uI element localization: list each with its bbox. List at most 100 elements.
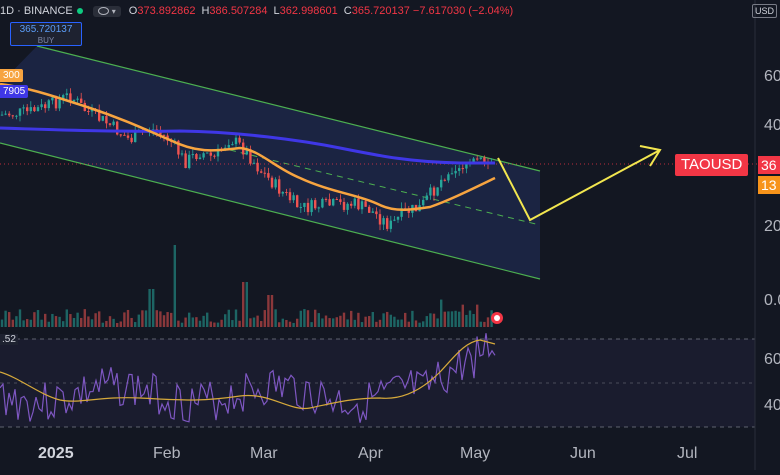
candlesticks — [0, 88, 493, 233]
candle-body — [461, 168, 464, 170]
volume-bar — [378, 319, 382, 327]
chart-header: 1D · BINANCE ▾ O 373.892862 H 386.507284 L… — [0, 3, 519, 19]
candle-body — [335, 199, 338, 201]
volume-bar — [288, 321, 292, 327]
candle-body — [54, 97, 58, 109]
currency-selector[interactable]: USD — [751, 4, 777, 18]
ema-long-line — [0, 126, 495, 165]
volume-bar — [101, 322, 104, 327]
volume-bar — [29, 319, 32, 327]
channel-mid-dashed-line — [229, 149, 541, 226]
volume-bar — [159, 311, 162, 327]
candle-body — [350, 203, 353, 206]
volume-bar — [123, 312, 126, 327]
candle-body — [306, 202, 310, 213]
close-key: C — [343, 5, 352, 17]
volume-bar — [105, 320, 108, 327]
high-key: H — [201, 5, 210, 17]
volume-bar — [26, 319, 29, 327]
volume-bar — [18, 309, 22, 327]
candle-body — [346, 203, 349, 210]
volume-bar — [465, 314, 468, 327]
volume-bar — [15, 316, 18, 327]
volume-bar — [314, 309, 317, 327]
candle-body — [213, 155, 216, 157]
visibility-toggle[interactable]: ▾ — [92, 5, 121, 17]
volume-bar — [11, 319, 14, 327]
volume-bar — [134, 322, 137, 327]
volume-bar — [170, 312, 173, 327]
candle-body — [458, 168, 461, 171]
volume-bar — [44, 313, 47, 327]
volume-bar — [72, 317, 76, 327]
x-tick-feb: Feb — [153, 445, 181, 462]
rsi-ma-line — [0, 339, 496, 410]
candle-body — [44, 104, 47, 109]
eye-icon — [97, 7, 109, 15]
candle-body — [479, 157, 482, 159]
candle-body — [90, 108, 94, 112]
candle-body — [436, 187, 439, 196]
candle-body — [116, 121, 119, 135]
interval-exchange-label[interactable]: 1D · BINANCE — [0, 5, 73, 17]
candle-body — [389, 220, 392, 229]
candle-body — [36, 107, 40, 112]
volume-bar — [148, 289, 151, 327]
candle-body — [278, 179, 281, 194]
candle-body — [256, 162, 259, 172]
volume-bar — [249, 318, 252, 327]
volume-bar — [33, 312, 36, 327]
candle-body — [177, 140, 180, 155]
volume-bar — [116, 322, 119, 327]
volume-bar — [40, 319, 43, 327]
high-value: 386.507284 — [209, 5, 268, 17]
candle-body — [119, 134, 122, 136]
candle-body — [69, 93, 72, 102]
candle-body — [317, 207, 320, 209]
x-tick-may: May — [460, 445, 491, 462]
volume-bar — [231, 320, 234, 327]
volume-bar — [389, 314, 392, 327]
ema-short-value-label: 300 — [0, 69, 23, 82]
volume-bar — [62, 321, 65, 327]
volume-bar — [357, 312, 360, 327]
volume-bar — [418, 322, 421, 327]
candle-body — [252, 162, 256, 164]
rsi-band — [0, 339, 755, 427]
x-tick-jun: Jun — [570, 445, 596, 462]
volume-bar — [429, 313, 432, 327]
last-price-tag: 36 — [758, 156, 780, 174]
volume-bar — [126, 309, 130, 327]
open-value: 373.892862 — [137, 5, 196, 17]
volume-bar — [119, 321, 122, 327]
volume-bar — [425, 316, 428, 327]
rsi-tick-60: 60 — [764, 351, 780, 368]
candle-body — [429, 187, 432, 196]
close-value: 365.720137 −7.617030 (−2.04%) — [351, 5, 514, 17]
rsi-tick-40: 40 — [764, 397, 780, 414]
candle-body — [425, 195, 428, 200]
candle-body — [360, 201, 364, 210]
candle-body — [299, 206, 302, 208]
x-tick-jul: Jul — [677, 445, 698, 462]
candle-body — [180, 153, 184, 155]
volume-bar — [98, 311, 101, 327]
volume-bar — [270, 295, 274, 327]
candle-body — [130, 137, 133, 143]
candle-body — [465, 164, 468, 169]
candle-body — [267, 173, 270, 178]
volume-bar — [414, 320, 418, 327]
candle-body — [188, 154, 191, 169]
volume-bar — [94, 313, 97, 327]
volume-bar — [458, 311, 461, 327]
volume-bar — [317, 313, 320, 327]
buy-button[interactable]: 365.720137 BUY — [10, 22, 82, 46]
candle-body — [198, 157, 202, 160]
volume-bar — [188, 312, 191, 327]
volume-bar — [454, 310, 457, 327]
volume-bar — [396, 319, 400, 327]
open-key: O — [128, 5, 138, 17]
volume-bar — [303, 309, 306, 327]
